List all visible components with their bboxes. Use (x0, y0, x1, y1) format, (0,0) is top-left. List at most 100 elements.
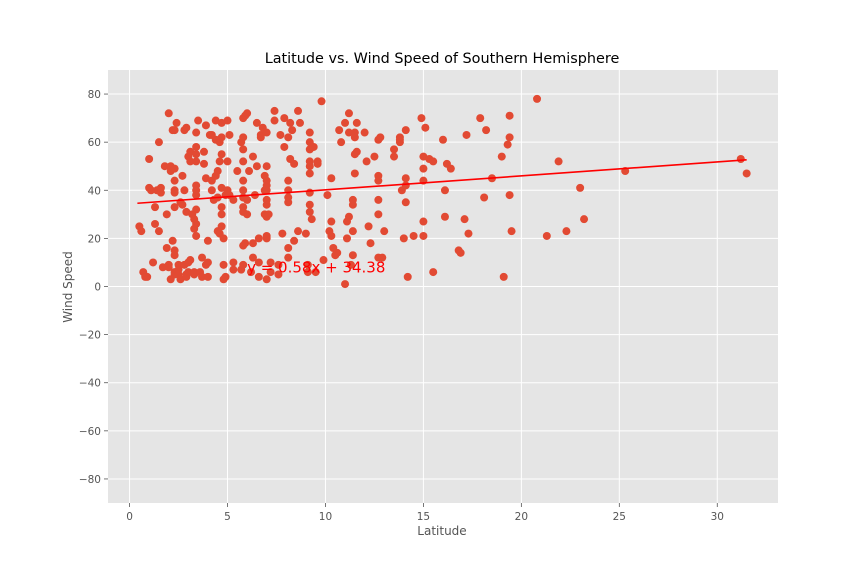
data-point (162, 244, 171, 253)
data-point (284, 253, 293, 262)
data-point (223, 157, 232, 166)
data-point (221, 272, 230, 281)
regression-equation: y = 0.58x + 34.38 (247, 258, 385, 276)
data-point (370, 152, 379, 161)
data-point (262, 231, 271, 240)
data-point (229, 195, 238, 204)
data-point (280, 142, 289, 151)
data-point (229, 265, 238, 274)
data-point (203, 258, 212, 267)
data-point (156, 183, 165, 192)
data-point (276, 130, 285, 139)
data-point (217, 203, 226, 212)
data-point (290, 159, 299, 168)
data-point (262, 162, 271, 171)
data-point (192, 231, 201, 240)
data-point (170, 126, 179, 135)
data-point (170, 246, 179, 255)
data-point (207, 186, 216, 195)
data-point (399, 234, 408, 243)
data-point (417, 114, 426, 123)
data-point (333, 248, 342, 257)
data-point (274, 260, 283, 269)
data-point (225, 130, 234, 139)
data-point (270, 106, 279, 115)
data-point (419, 217, 428, 226)
data-point (180, 186, 189, 195)
data-point (344, 109, 353, 118)
data-point (350, 128, 359, 137)
data-point (168, 236, 177, 245)
data-point (199, 159, 208, 168)
data-point (248, 152, 257, 161)
x-axis-ticks: 0 5 10 15 20 25 30 (126, 503, 724, 523)
data-point (256, 133, 265, 142)
data-point (576, 183, 585, 192)
data-point (239, 157, 248, 166)
data-point (380, 227, 389, 236)
data-point (337, 138, 346, 147)
y-axis-label: Wind Speed (61, 251, 75, 323)
data-point (401, 198, 410, 207)
data-point (203, 236, 212, 245)
data-point (360, 128, 369, 137)
data-point (319, 256, 328, 265)
data-point (341, 118, 350, 127)
x-tick-label: 0 (126, 511, 133, 523)
data-point (217, 210, 226, 219)
y-tick-label: −20 (79, 330, 101, 342)
data-point (239, 176, 248, 185)
data-point (376, 133, 385, 142)
data-point (192, 142, 201, 151)
data-point (533, 94, 542, 103)
data-point (254, 234, 263, 243)
data-point (307, 215, 316, 224)
data-point (562, 227, 571, 236)
data-point (278, 229, 287, 238)
data-point (151, 219, 160, 228)
data-point (170, 186, 179, 195)
regression-line (137, 159, 747, 205)
data-point (350, 169, 359, 178)
data-point (311, 268, 320, 277)
data-point (266, 258, 275, 267)
data-point (309, 142, 318, 151)
x-tick-label: 15 (417, 511, 430, 523)
data-point (362, 157, 371, 166)
x-tick-label: 25 (613, 511, 626, 523)
data-point (192, 181, 201, 190)
data-point (274, 270, 283, 279)
y-tick-label: 80 (88, 89, 101, 101)
data-point (401, 174, 410, 183)
data-point (170, 164, 179, 173)
data-point (284, 176, 293, 185)
data-point (327, 231, 336, 240)
data-point (374, 210, 383, 219)
y-tick-label: −40 (79, 378, 101, 390)
data-point (409, 231, 418, 240)
y-tick-label: 60 (88, 137, 101, 149)
data-point (327, 174, 336, 183)
data-point (305, 200, 314, 209)
data-point (499, 272, 508, 281)
data-point (313, 157, 322, 166)
y-axis-ticks: −80 −60 −40 −20 0 20 40 60 80 (79, 89, 108, 486)
data-point (294, 227, 303, 236)
data-point (178, 200, 187, 209)
data-point (147, 186, 156, 195)
data-point (366, 239, 375, 248)
data-point (364, 222, 373, 231)
data-point (201, 121, 210, 130)
data-point (248, 239, 257, 248)
data-point (241, 239, 250, 248)
data-point (554, 157, 563, 166)
data-point (213, 167, 222, 176)
data-point (178, 171, 187, 180)
data-point (247, 268, 256, 277)
data-point (215, 157, 224, 166)
data-point (203, 272, 212, 281)
data-point (239, 186, 248, 195)
data-point (194, 116, 203, 125)
data-point (462, 130, 471, 139)
